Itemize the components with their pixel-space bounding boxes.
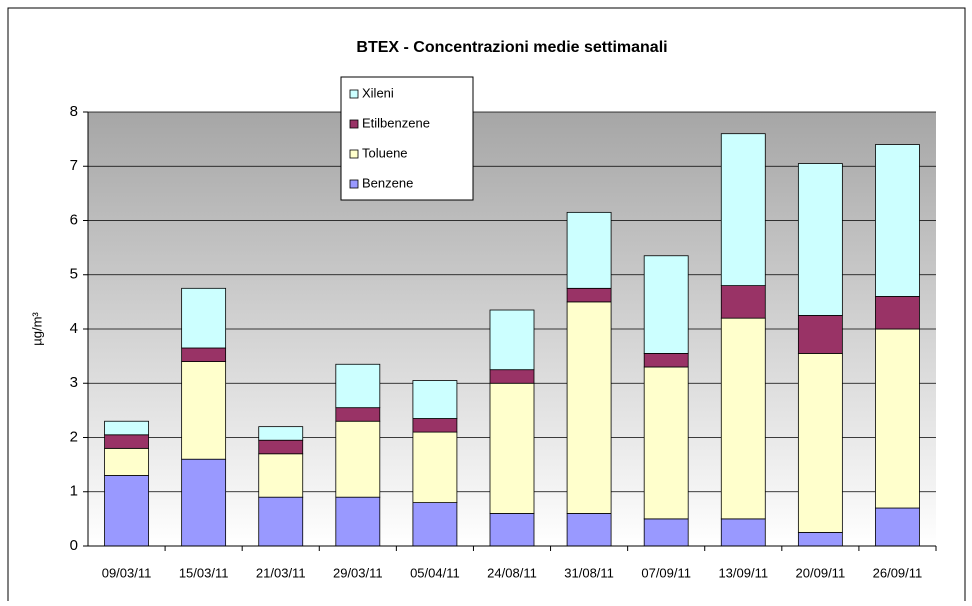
x-tick-label: 20/09/11 <box>796 565 846 580</box>
bar-segment <box>720 317 766 520</box>
y-axis-label: µg/m³ <box>29 312 44 346</box>
bar-segment <box>797 315 843 354</box>
bar-segment <box>335 407 381 422</box>
bar-segment <box>104 420 149 436</box>
bar-segment <box>104 447 149 476</box>
bar-segment <box>566 513 612 547</box>
y-tick-label: 1 <box>70 483 78 500</box>
legend-label: Benzene <box>362 175 413 190</box>
x-tick-label: 15/03/11 <box>179 565 229 580</box>
bar-segment <box>258 453 304 498</box>
bar-segment <box>489 513 535 547</box>
legend-label: Xileni <box>362 85 394 100</box>
y-tick-label: 0 <box>70 537 78 554</box>
x-tick-label: 09/03/11 <box>102 565 152 580</box>
y-tick-label: 4 <box>70 320 78 337</box>
bar-segment <box>412 380 458 419</box>
bar-segment <box>181 361 227 460</box>
bar-segment <box>566 287 612 303</box>
bar-segment <box>335 420 381 498</box>
bar-segment <box>104 475 149 547</box>
bar-segment <box>412 431 458 504</box>
x-tick-label: 21/03/11 <box>256 565 306 580</box>
legend-swatch <box>349 119 359 129</box>
bar-segment <box>720 518 766 547</box>
bar-segment <box>797 353 843 533</box>
x-tick-label: 13/09/11 <box>718 565 768 580</box>
bar-segment <box>335 496 381 547</box>
bar-segment <box>720 133 766 286</box>
bar-segment <box>181 458 227 547</box>
bar-segment <box>875 507 920 547</box>
bar-segment <box>104 434 149 449</box>
x-tick-label: 29/03/11 <box>333 565 383 580</box>
legend-swatch <box>349 89 359 99</box>
legend-swatch <box>349 179 359 189</box>
y-tick-label: 3 <box>70 374 78 391</box>
y-tick-label: 7 <box>70 157 78 174</box>
bar-segment <box>181 287 227 349</box>
bar-segment <box>489 382 535 514</box>
x-tick-label: 24/08/11 <box>487 565 537 580</box>
bar-segment <box>258 426 304 441</box>
x-tick-label: 07/09/11 <box>641 565 691 580</box>
y-tick-label: 2 <box>70 428 78 445</box>
legend-entries: Benzene Toluene Etilbenzene Xileni <box>349 85 430 190</box>
bar-segment <box>875 296 920 330</box>
x-tick-label: 31/08/11 <box>564 565 614 580</box>
y-tick-label: 5 <box>70 266 78 283</box>
bar-segment <box>566 211 612 289</box>
y-tick-label: 6 <box>70 211 78 228</box>
bar-segment <box>335 363 381 409</box>
bar-segment <box>489 309 535 371</box>
legend-label: Toluene <box>362 145 408 160</box>
bar-segment <box>489 369 535 384</box>
bar-segment <box>720 285 766 319</box>
legend-swatch <box>349 149 359 159</box>
x-tick-label: 05/04/11 <box>410 565 460 580</box>
bar-segment <box>643 366 689 520</box>
bar-segment <box>566 301 612 514</box>
legend <box>340 76 474 201</box>
bar-segment <box>875 144 920 297</box>
bar-segment <box>412 418 458 433</box>
bar-segment <box>797 532 843 547</box>
x-tick-label: 26/09/11 <box>873 565 923 580</box>
chart-title: BTEX - Concentrazioni medie settimanali <box>356 39 667 56</box>
bar-segment <box>258 496 304 547</box>
y-tick-label: 8 <box>70 103 78 120</box>
legend-label: Etilbenzene <box>362 115 430 130</box>
bar-segment <box>643 255 689 354</box>
bar-segment <box>875 328 920 509</box>
bar-segment <box>181 347 227 362</box>
bar-segment <box>643 353 689 368</box>
bars <box>104 133 920 547</box>
bar-segment <box>797 163 843 316</box>
bar-segment <box>412 502 458 547</box>
bar-segment <box>258 439 304 455</box>
bar-segment <box>643 518 689 547</box>
